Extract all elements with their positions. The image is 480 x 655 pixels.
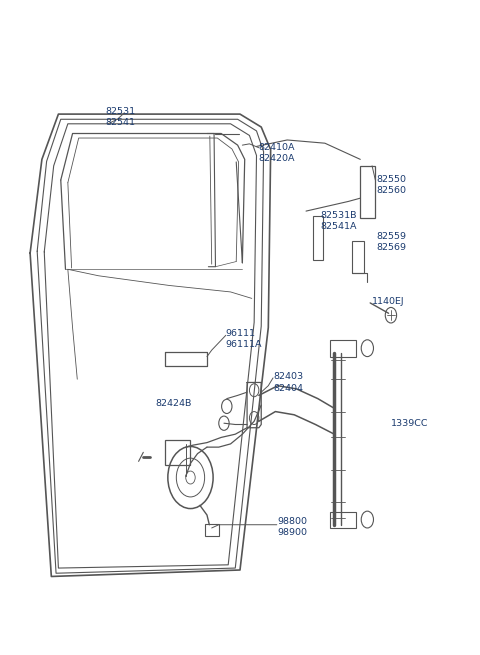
- Text: 82531B
82541A: 82531B 82541A: [320, 211, 357, 231]
- Bar: [165, 440, 191, 464]
- Text: 1140EJ: 1140EJ: [372, 297, 405, 306]
- Bar: [204, 524, 219, 536]
- Bar: [360, 166, 375, 217]
- Bar: [313, 215, 324, 259]
- Text: 82531
82541: 82531 82541: [106, 107, 136, 127]
- Bar: [352, 242, 364, 272]
- Text: 82550
82560: 82550 82560: [377, 175, 407, 195]
- Text: 82559
82569: 82559 82569: [377, 232, 407, 252]
- Bar: [330, 512, 356, 528]
- Text: 82424B: 82424B: [155, 400, 192, 408]
- Text: 98800
98900: 98800 98900: [278, 517, 308, 536]
- Bar: [330, 341, 356, 356]
- Text: 1339CC: 1339CC: [391, 419, 429, 428]
- Text: 82410A
82420A: 82410A 82420A: [259, 143, 295, 163]
- Text: 96111
96111A: 96111 96111A: [226, 329, 263, 349]
- Text: 82403
82404: 82403 82404: [273, 373, 303, 392]
